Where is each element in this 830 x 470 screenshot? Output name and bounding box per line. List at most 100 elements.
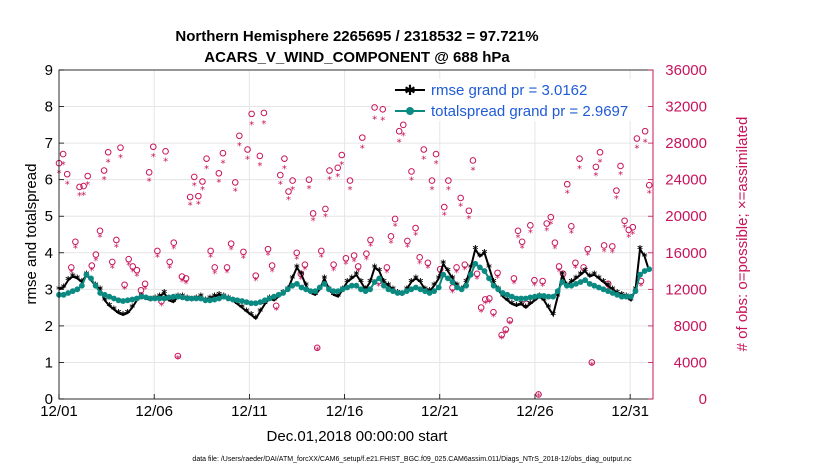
obs-assimilated-point: *: [134, 272, 139, 283]
rmse-point: *: [591, 269, 597, 282]
totalspread-point: [129, 296, 136, 303]
obs-possible-point: [203, 155, 210, 162]
rmse-point: *: [116, 307, 122, 320]
obs-assimilated-point: *: [384, 268, 389, 279]
obs-assimilated-point: *: [585, 251, 590, 262]
obs-assimilated-point: *: [327, 175, 332, 186]
obs-possible-point: [293, 249, 301, 257]
obs-assimilated-point: *: [274, 305, 279, 316]
y-axis-label: rmse and totalspread: [23, 164, 40, 305]
obs-possible-point: [100, 167, 108, 174]
obs-possible-point: [486, 295, 493, 302]
obs-possible-point: [236, 132, 243, 140]
rmse-point: *: [79, 276, 85, 289]
obs-possible-point: [133, 266, 141, 274]
rmse-point: *: [299, 269, 305, 282]
obs-possible-point: [416, 254, 423, 261]
totalspread-point: [165, 294, 172, 301]
rmse-point: *: [578, 269, 584, 282]
obs-possible-point: [264, 245, 272, 253]
y2-tick-label: 0: [699, 391, 707, 408]
obs-possible-point: [129, 263, 137, 270]
obs-possible-point: [297, 270, 305, 278]
obs-possible-point: [477, 304, 485, 311]
totalspread-point: [477, 264, 483, 271]
obs-assimilated-point: *: [192, 181, 197, 192]
obs-assimilated-point: *: [511, 279, 516, 290]
obs-assimilated-point: *: [421, 155, 426, 166]
rmse-point: *: [605, 280, 611, 293]
obs-possible-point: [358, 134, 366, 141]
totalspread-point: [316, 284, 323, 291]
obs-assimilated-point: *: [249, 120, 254, 131]
y-tick-label: 3: [45, 281, 53, 298]
rmse-point: *: [294, 261, 300, 274]
rmse-point: *: [125, 307, 131, 320]
obs-assimilated-point: *: [229, 245, 234, 256]
obs-assimilated-point: *: [315, 346, 320, 357]
obs-assimilated-point: *: [278, 179, 283, 190]
obs-possible-point: [72, 238, 79, 246]
obs-assimilated-point: *: [114, 242, 119, 253]
obs-assimilated-point: *: [352, 257, 357, 268]
obs-possible-point: [330, 261, 337, 268]
obs-possible-point: [182, 275, 190, 282]
obs-assimilated-point: *: [307, 184, 312, 195]
totalspread-point: [78, 282, 85, 289]
obs-assimilated-point: *: [188, 200, 193, 211]
totalspread-point: [463, 282, 470, 289]
obs-assimilated-point: *: [237, 141, 242, 152]
obs-possible-point: [399, 121, 407, 129]
rmse-point: *: [500, 291, 506, 304]
obs-assimilated-point: *: [552, 244, 557, 255]
obs-assimilated-point: *: [593, 171, 598, 182]
obs-assimilated-point: *: [388, 239, 393, 250]
obs-assimilated-point: *: [122, 284, 127, 295]
rmse-point: *: [111, 303, 117, 316]
obs-possible-point: [354, 263, 362, 270]
totalspread-point: [225, 295, 232, 302]
x-tick-label: 12/16: [326, 403, 364, 420]
obs-possible-point: [555, 263, 563, 270]
obs-assimilated-point: *: [565, 188, 570, 199]
obs-assimilated-point: *: [253, 276, 258, 287]
obs-assimilated-point: *: [208, 252, 213, 263]
obs-possible-point: [391, 215, 399, 223]
rmse-point: *: [97, 283, 103, 296]
obs-assimilated-point: *: [483, 299, 488, 310]
obs-assimilated-point: *: [106, 157, 111, 168]
obs-possible-point: [231, 179, 239, 186]
obs-assimilated-point: *: [184, 279, 189, 290]
obs-possible-point: [248, 110, 255, 118]
obs-possible-point: [149, 143, 157, 151]
obs-assimilated-point: *: [503, 328, 508, 339]
y2-tick-label: 4000: [674, 354, 707, 371]
rmse-point: *: [70, 271, 76, 284]
rmse-point: *: [235, 298, 241, 311]
obs-assimilated-point: *: [638, 282, 643, 293]
y2-tick-label: 24000: [665, 172, 707, 189]
obs-assimilated-point: *: [163, 156, 168, 167]
obs-possible-point: [244, 146, 251, 153]
obs-possible-point: [80, 182, 87, 190]
rmse-point: *: [102, 294, 108, 307]
obs-possible-point: [338, 151, 346, 159]
rmse-point: *: [367, 276, 373, 289]
obs-assimilated-point: *: [175, 354, 180, 365]
rmse-point: *: [491, 276, 497, 289]
totalspread-point: [559, 279, 566, 285]
rmse-point: *: [161, 287, 167, 300]
totalspread-point: [550, 293, 557, 300]
totalspread-point: [376, 275, 383, 282]
obs-possible-point: [535, 391, 542, 398]
rmse-point: *: [546, 302, 552, 315]
rmse-point: *: [413, 272, 419, 285]
rmse-point: *: [120, 309, 126, 322]
totalspread-point: [449, 279, 456, 285]
rmse-point: *: [431, 280, 437, 293]
obs-possible-point: [609, 243, 616, 250]
obs-assimilated-point: *: [450, 288, 455, 299]
obs-possible-point: [383, 264, 391, 271]
rmse-point: *: [61, 282, 67, 295]
obs-possible-point: [334, 164, 342, 172]
